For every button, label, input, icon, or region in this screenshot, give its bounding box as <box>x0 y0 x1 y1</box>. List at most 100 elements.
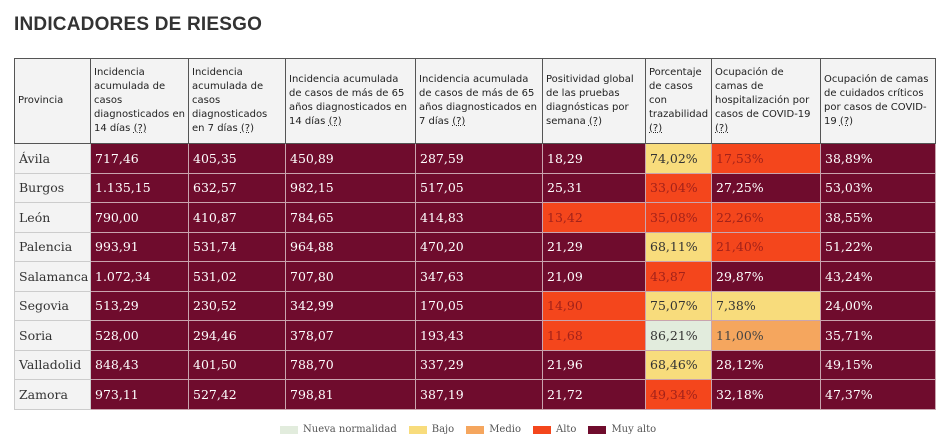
value-cell-muy-alto: 47,37% <box>820 379 936 410</box>
value-cell-muy-alto: 170,05 <box>415 290 543 321</box>
value-cell-muy-alto: 1.072,34 <box>90 261 189 292</box>
value-cell-bajo: 7,38% <box>711 290 821 321</box>
help-tooltip-link[interactable]: (?) <box>328 116 342 127</box>
column-header-label: Incidencia acumulada de casos diagnostic… <box>192 67 268 134</box>
value-cell-bajo: 74,02% <box>645 143 712 174</box>
legend-item: Alto <box>532 424 577 435</box>
column-header-label: Incidencia acumulada de casos diagnostic… <box>94 67 185 134</box>
table-row: Burgos 1.135,15 632,57 982,15 517,05 25,31 33,… <box>14 172 936 203</box>
province-cell: León <box>14 202 91 233</box>
column-header: Incidencia acumulada de casos diagnostic… <box>90 58 189 144</box>
value-cell-muy-alto: 25,31 <box>542 172 646 203</box>
value-cell-muy-alto: 21,72 <box>542 379 646 410</box>
value-cell-muy-alto: 982,15 <box>285 172 416 203</box>
value-cell-muy-alto: 717,46 <box>90 143 189 174</box>
province-cell: Salamanca <box>14 261 91 292</box>
value-cell-muy-alto: 24,00% <box>820 290 936 321</box>
legend-label: Alto <box>555 424 577 435</box>
value-cell-alto: 17,53% <box>711 143 821 174</box>
column-header-label: Porcentaje de casos con trazabilidad <box>649 67 709 120</box>
table-row: Segovia 513,29 230,52 342,99 170,05 14,90 75,0… <box>14 290 936 321</box>
table-row: Salamanca 1.072,34 531,02 707,80 347,63 21,09… <box>14 261 936 292</box>
header-row: Provincia Incidencia acumulada de casos d… <box>14 58 936 144</box>
column-header: Provincia <box>14 58 91 144</box>
legend-label: Bajo <box>431 424 455 435</box>
value-cell-medio: 11,00% <box>711 320 821 351</box>
value-cell-nueva: 86,21% <box>645 320 712 351</box>
value-cell-muy-alto: 18,29 <box>542 143 646 174</box>
value-cell-muy-alto: 784,65 <box>285 202 416 233</box>
value-cell-muy-alto: 28,12% <box>711 349 821 380</box>
value-cell-bajo: 68,11% <box>645 231 712 262</box>
column-header-label: Provincia <box>18 95 64 106</box>
table-row: Ávila 717,46 405,35 450,89 287,59 18,29 74,02%… <box>14 143 936 174</box>
province-cell: Palencia <box>14 231 91 262</box>
value-cell-muy-alto: 29,87% <box>711 261 821 292</box>
legend-item: Bajo <box>408 424 455 435</box>
value-cell-muy-alto: 38,55% <box>820 202 936 233</box>
value-cell-muy-alto: 378,07 <box>285 320 416 351</box>
value-cell-alto: 11,68 <box>542 320 646 351</box>
value-cell-muy-alto: 287,59 <box>415 143 543 174</box>
province-cell: Soria <box>14 320 91 351</box>
table-row: Zamora 973,11 527,42 798,81 387,19 21,72 49,34… <box>14 379 936 410</box>
value-cell-bajo: 75,07% <box>645 290 712 321</box>
legend-label: Muy alto <box>611 424 657 435</box>
help-tooltip-link[interactable]: (?) <box>452 116 466 127</box>
help-tooltip-link[interactable]: (?) <box>588 116 603 127</box>
value-cell-muy-alto: 53,03% <box>820 172 936 203</box>
value-cell-muy-alto: 798,81 <box>285 379 416 410</box>
legend-swatch <box>588 425 607 434</box>
value-cell-muy-alto: 38,89% <box>820 143 936 174</box>
province-cell: Valladolid <box>14 349 91 380</box>
value-cell-muy-alto: 517,05 <box>415 172 543 203</box>
value-cell-muy-alto: 294,46 <box>188 320 286 351</box>
value-cell-muy-alto: 470,20 <box>415 231 543 262</box>
value-cell-alto: 33,04% <box>645 172 712 203</box>
value-cell-muy-alto: 414,83 <box>415 202 543 233</box>
table-row: Valladolid 848,43 401,50 788,70 337,29 21,96 6… <box>14 349 936 380</box>
value-cell-muy-alto: 21,29 <box>542 231 646 262</box>
legend-item: Nueva normalidad <box>280 424 397 435</box>
value-cell-muy-alto: 49,15% <box>820 349 936 380</box>
help-tooltip-link[interactable]: (?) <box>839 116 854 127</box>
column-header: Incidencia acumulada de casos diagnostic… <box>188 58 286 144</box>
value-cell-muy-alto: 21,09 <box>542 261 646 292</box>
help-tooltip-link[interactable]: (?) <box>715 123 729 134</box>
value-cell-muy-alto: 790,00 <box>90 202 189 233</box>
value-cell-muy-alto: 32,18% <box>711 379 821 410</box>
legend-swatch <box>280 425 298 434</box>
value-cell-muy-alto: 230,52 <box>188 290 286 321</box>
value-cell-muy-alto: 513,29 <box>90 290 189 321</box>
value-cell-muy-alto: 43,24% <box>820 261 936 292</box>
value-cell-muy-alto: 527,42 <box>188 379 286 410</box>
value-cell-muy-alto: 347,63 <box>415 261 543 292</box>
value-cell-muy-alto: 528,00 <box>90 320 189 351</box>
value-cell-muy-alto: 531,74 <box>188 231 286 262</box>
value-cell-alto: 22,26% <box>711 202 821 233</box>
value-cell-muy-alto: 193,43 <box>415 320 543 351</box>
province-cell: Burgos <box>14 172 91 203</box>
legend-swatch <box>466 425 485 434</box>
column-header: Ocupación de camas de cuidados críticos … <box>820 58 936 144</box>
province-cell: Segovia <box>14 290 91 321</box>
legend-label: Nueva normalidad <box>303 424 397 435</box>
value-cell-muy-alto: 450,89 <box>285 143 416 174</box>
table-row: Soria 528,00 294,46 378,07 193,43 11,68 86,21%… <box>14 320 936 351</box>
value-cell-bajo: 68,46% <box>645 349 712 380</box>
legend-label: Medio <box>489 424 521 435</box>
help-tooltip-link[interactable]: (?) <box>240 123 254 134</box>
legend-swatch <box>532 425 551 434</box>
column-header: Ocupación de camas de hospitalización po… <box>711 58 821 144</box>
help-tooltip-link[interactable]: (?) <box>649 123 663 134</box>
value-cell-muy-alto: 27,25% <box>711 172 821 203</box>
value-cell-muy-alto: 410,87 <box>188 202 286 233</box>
help-tooltip-link[interactable]: (?) <box>133 123 147 134</box>
value-cell-muy-alto: 342,99 <box>285 290 416 321</box>
value-cell-muy-alto: 848,43 <box>90 349 189 380</box>
value-cell-alto: 21,40% <box>711 231 821 262</box>
legend-swatch <box>408 425 427 434</box>
value-cell-alto: 49,34% <box>645 379 712 410</box>
legend: Nueva normalidad Bajo Medio Alto Muy alto <box>280 424 656 435</box>
column-header: Incidencia acumulada de casos de más de … <box>285 58 416 144</box>
